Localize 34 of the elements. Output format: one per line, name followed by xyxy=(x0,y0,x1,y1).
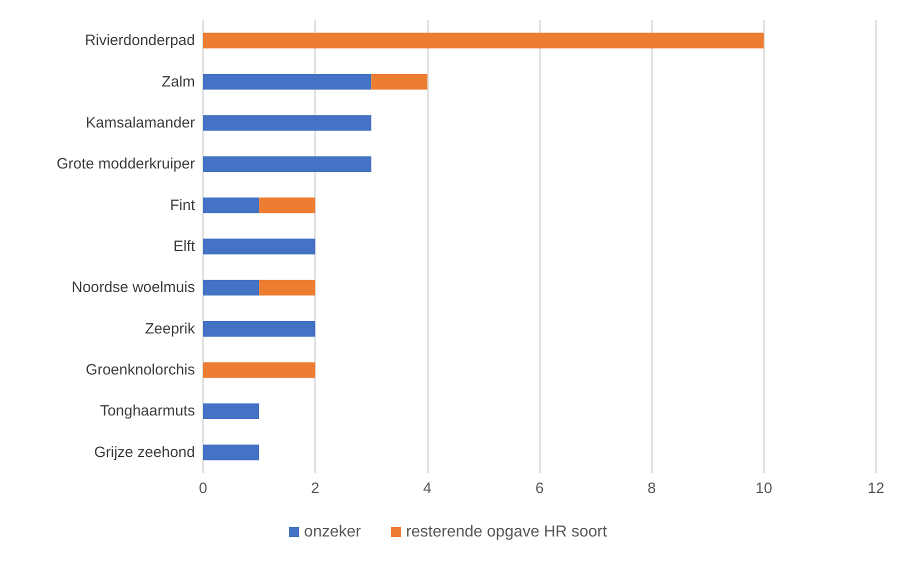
y-tick-label: Zeeprik xyxy=(144,320,196,338)
y-tick-label: Elft xyxy=(173,238,196,255)
x-tick-label: 10 xyxy=(755,480,772,497)
y-tick-label: Rivierdonderpad xyxy=(84,32,195,50)
bar xyxy=(203,238,316,254)
y-tick-label: Kamsalamander xyxy=(86,114,196,132)
y-tick-label: Grijze zeehond xyxy=(94,444,195,461)
x-tick-label: 12 xyxy=(868,480,884,497)
bar xyxy=(203,321,316,337)
y-tick-label: Grote modderkruiper xyxy=(56,156,195,173)
bar xyxy=(203,74,372,90)
bar xyxy=(203,280,260,296)
x-tick-label: 0 xyxy=(198,480,208,497)
y-tick-label: Zalm xyxy=(162,73,195,90)
x-tick-label: 4 xyxy=(423,480,432,497)
bar xyxy=(203,32,764,48)
bar xyxy=(203,403,260,420)
bar xyxy=(203,197,260,214)
x-tick-label: 2 xyxy=(310,480,320,497)
y-tick-label: Fint xyxy=(170,196,196,214)
bar xyxy=(203,156,372,172)
y-tick-label: Noordse woelmuis xyxy=(72,279,195,296)
y-tick-label: Groenknolorchis xyxy=(86,362,195,379)
bar xyxy=(203,362,316,378)
legend-label: resterende opgave HR soort xyxy=(406,524,608,540)
y-tick-label: Tonghaarmuts xyxy=(100,402,195,420)
bar xyxy=(203,115,372,131)
legend-label: onzeker xyxy=(304,524,362,540)
bar xyxy=(259,280,316,296)
bar xyxy=(371,74,428,90)
x-tick-label: 6 xyxy=(535,480,544,497)
bar xyxy=(259,197,316,214)
x-tick-label: 8 xyxy=(647,480,656,497)
bar xyxy=(203,444,260,460)
